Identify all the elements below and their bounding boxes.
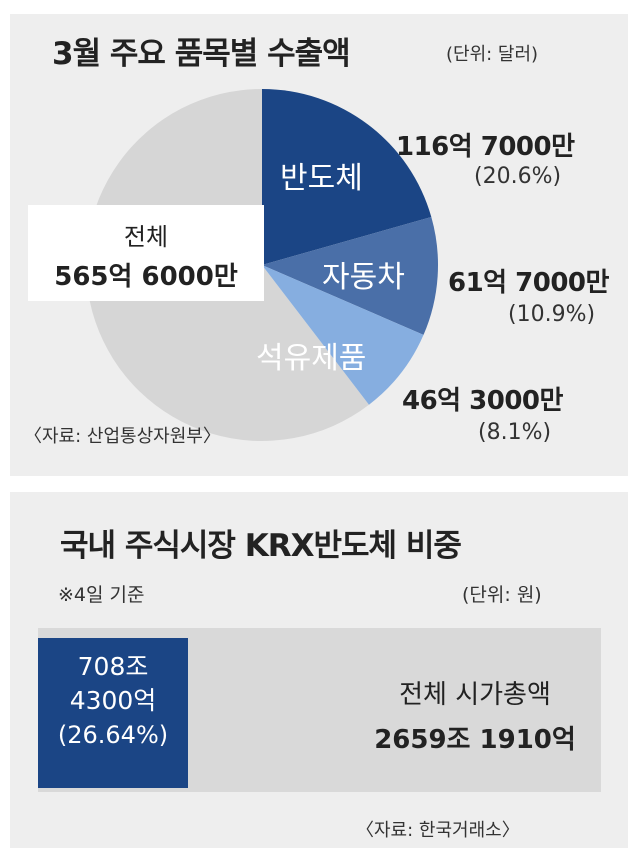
krx-semiconductor-pct: (26.64%) xyxy=(57,721,169,749)
petroleum-pct: (8.1%) xyxy=(478,420,552,445)
export-chart-unit: (단위: 달러) xyxy=(446,44,539,65)
krx-chart-source: 〈자료: 한국거래소〉 xyxy=(356,820,520,841)
pie-slice-petroleum xyxy=(262,265,424,405)
export-total-label: 전체 xyxy=(123,223,169,251)
export-total-value: 565억 6000만 xyxy=(54,262,238,292)
krx-total-label-group: 전체 시가총액 2659조 1910억 xyxy=(360,674,590,756)
krx-semiconductor-value-1: 708조 xyxy=(77,652,149,681)
krx-total-label: 전체 시가총액 xyxy=(399,680,551,710)
krx-chart-note: ※4일 기준 xyxy=(58,584,145,606)
krx-semiconductor-bar xyxy=(38,638,188,788)
krx-chart-title: 국내 주식시장 KRX반도체 비중 xyxy=(60,528,462,564)
export-total-box: 전체 565억 6000만 xyxy=(28,205,264,301)
semiconductor-pct: (20.6%) xyxy=(474,164,562,189)
krx-semiconductor-value-2: 4300억 xyxy=(69,686,157,715)
automobile-amount: 61억 7000만 xyxy=(448,268,609,298)
krx-semiconductor-label: 708조 4300억 (26.64%) xyxy=(38,638,188,788)
pie-slice-semiconductor xyxy=(262,89,432,265)
semiconductor-amount: 116억 7000만 xyxy=(396,132,575,162)
pie-slice-automobile xyxy=(262,216,438,335)
krx-total-value: 2659조 1910억 xyxy=(374,725,576,755)
export-chart-source: 〈자료: 산업통상자원부〉 xyxy=(24,426,221,447)
petroleum-amount: 46억 3000만 xyxy=(402,386,563,416)
semiconductor-label: 반도체 xyxy=(280,161,363,196)
petroleum-label: 석유제품 xyxy=(256,341,366,376)
krx-chart-unit: (단위: 원) xyxy=(462,584,542,606)
automobile-pct: (10.9%) xyxy=(508,302,596,327)
automobile-label: 자동차 xyxy=(322,260,405,295)
export-chart-title: 3월 주요 품목별 수출액 xyxy=(52,36,351,72)
